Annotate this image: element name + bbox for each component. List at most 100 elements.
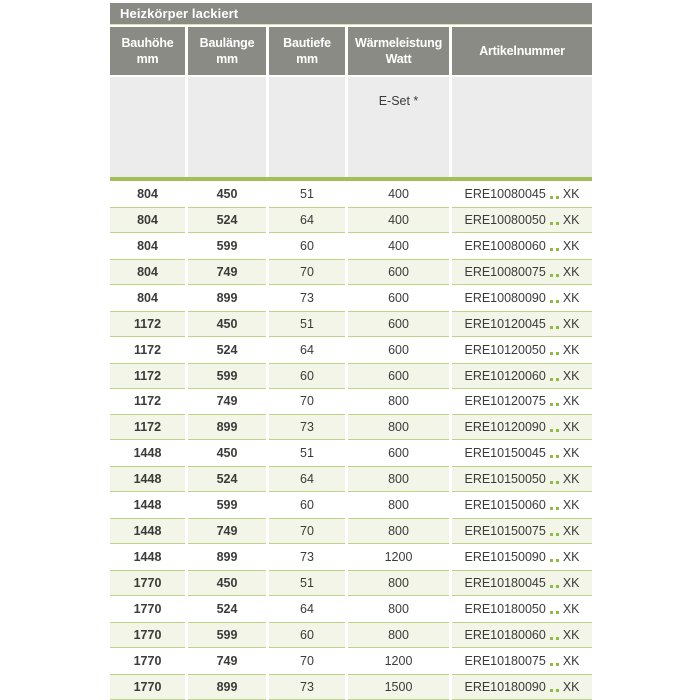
column-header-bautiefe: Bautiefe mm bbox=[269, 27, 345, 75]
cell-baulaenge: 899 bbox=[188, 414, 266, 441]
column-header-watt: Wärmeleistung Watt bbox=[348, 27, 449, 75]
column-label: Bauhöhe bbox=[121, 35, 174, 50]
artikel-prefix: ERE10080050 bbox=[464, 212, 546, 227]
placeholder-dot-icon bbox=[549, 481, 553, 485]
artikel-suffix: XK bbox=[562, 316, 580, 331]
cell-watt: 600 bbox=[348, 284, 449, 311]
artikel-prefix: ERE10120045 bbox=[464, 316, 546, 331]
artikel-prefix: ERE10080075 bbox=[464, 264, 546, 279]
cell-artikelnummer: ERE10080045 XK bbox=[452, 181, 592, 207]
artikel-suffix: XK bbox=[562, 368, 580, 383]
table-row: 1448 899 73 1200 ERE10150090 XK bbox=[110, 544, 592, 571]
cell-baulaenge: 599 bbox=[188, 492, 266, 519]
cell-bautiefe: 64 bbox=[269, 206, 345, 233]
artikel-prefix: ERE10180045 bbox=[464, 576, 546, 591]
cell-bautiefe: 64 bbox=[269, 336, 345, 363]
artikel-prefix: ERE10080045 bbox=[464, 186, 546, 201]
placeholder-dot-icon bbox=[555, 636, 559, 640]
cell-watt: 600 bbox=[348, 362, 449, 389]
placeholder-dot-icon bbox=[555, 247, 559, 251]
cell-bauhoehe: 1770 bbox=[110, 596, 185, 622]
cell-watt: 800 bbox=[348, 388, 449, 415]
cell-baulaenge: 599 bbox=[188, 362, 266, 389]
cell-watt: 600 bbox=[348, 440, 449, 467]
cell-baulaenge: 524 bbox=[188, 206, 266, 233]
cell-artikelnummer: ERE10180060 XK bbox=[452, 621, 592, 648]
artikel-placeholder-dots bbox=[549, 187, 559, 201]
cell-bautiefe: 64 bbox=[269, 596, 345, 622]
artikel-placeholder-dots bbox=[549, 446, 559, 460]
table-row: 1770 749 70 1200 ERE10180075 XK bbox=[110, 647, 592, 674]
title-separator bbox=[110, 24, 592, 27]
artikel-suffix: XK bbox=[562, 290, 580, 305]
cell-baulaenge: 899 bbox=[188, 284, 266, 311]
cell-bautiefe: 51 bbox=[269, 310, 345, 337]
cell-watt: 800 bbox=[348, 466, 449, 493]
artikel-placeholder-dots bbox=[549, 317, 559, 331]
artikel-suffix: XK bbox=[562, 394, 580, 409]
cell-watt: 800 bbox=[348, 570, 449, 596]
table-row: 1172 524 64 600 ERE10120050 XK bbox=[110, 336, 592, 363]
artikel-placeholder-dots bbox=[549, 680, 559, 694]
artikel-placeholder-dots bbox=[549, 265, 559, 279]
placeholder-dot-icon bbox=[555, 481, 559, 485]
cell-watt: 600 bbox=[348, 258, 449, 285]
subheader-row: E-Set * bbox=[110, 77, 592, 177]
placeholder-dot-icon bbox=[555, 221, 559, 225]
cell-watt: 800 bbox=[348, 621, 449, 648]
placeholder-dot-icon bbox=[555, 377, 559, 381]
subheader-cell-baulaenge bbox=[188, 77, 266, 177]
cell-baulaenge: 450 bbox=[188, 181, 266, 207]
cell-bautiefe: 73 bbox=[269, 544, 345, 571]
header-gap bbox=[110, 75, 592, 77]
cell-watt: 1200 bbox=[348, 544, 449, 571]
cell-baulaenge: 599 bbox=[188, 232, 266, 259]
placeholder-dot-icon bbox=[555, 325, 559, 329]
cell-baulaenge: 599 bbox=[188, 621, 266, 648]
cell-artikelnummer: ERE10150060 XK bbox=[452, 492, 592, 519]
placeholder-dot-icon bbox=[549, 377, 553, 381]
table-row: 804 749 70 600 ERE10080075 XK bbox=[110, 258, 592, 285]
placeholder-dot-icon bbox=[555, 195, 559, 199]
artikel-prefix: ERE10150045 bbox=[464, 446, 546, 461]
table-row: 1770 899 73 1500 ERE10180090 XK bbox=[110, 673, 592, 700]
cell-bauhoehe: 1448 bbox=[110, 518, 185, 545]
placeholder-dot-icon bbox=[555, 533, 559, 537]
artikel-suffix: XK bbox=[562, 550, 580, 565]
placeholder-dot-icon bbox=[549, 403, 553, 407]
column-unit: mm bbox=[136, 52, 159, 66]
cell-watt: 400 bbox=[348, 181, 449, 207]
cell-artikelnummer: ERE10150045 XK bbox=[452, 440, 592, 467]
cell-bauhoehe: 804 bbox=[110, 232, 185, 259]
artikel-prefix: ERE10150090 bbox=[464, 550, 546, 565]
artikel-prefix: ERE10180090 bbox=[464, 679, 546, 694]
artikel-placeholder-dots bbox=[549, 550, 559, 564]
cell-baulaenge: 749 bbox=[188, 518, 266, 545]
artikel-prefix: ERE10080060 bbox=[464, 238, 546, 253]
artikel-placeholder-dots bbox=[549, 602, 559, 616]
placeholder-dot-icon bbox=[555, 429, 559, 433]
cell-bauhoehe: 1172 bbox=[110, 388, 185, 415]
cell-bautiefe: 64 bbox=[269, 466, 345, 493]
cell-baulaenge: 749 bbox=[188, 258, 266, 285]
artikel-placeholder-dots bbox=[549, 239, 559, 253]
cell-baulaenge: 899 bbox=[188, 673, 266, 700]
artikel-prefix: ERE10180050 bbox=[464, 601, 546, 616]
cell-bauhoehe: 1448 bbox=[110, 440, 185, 467]
artikel-placeholder-dots bbox=[549, 524, 559, 538]
subheader-cell-bautiefe bbox=[269, 77, 345, 177]
artikel-placeholder-dots bbox=[549, 291, 559, 305]
cell-artikelnummer: ERE10150075 XK bbox=[452, 518, 592, 545]
cell-baulaenge: 450 bbox=[188, 570, 266, 596]
column-label: Baulänge bbox=[199, 35, 255, 50]
table-row: 804 599 60 400 ERE10080060 XK bbox=[110, 232, 592, 259]
column-label: Wärmeleistung bbox=[355, 35, 442, 50]
placeholder-dot-icon bbox=[555, 351, 559, 355]
artikel-placeholder-dots bbox=[549, 654, 559, 668]
cell-watt: 600 bbox=[348, 336, 449, 363]
cell-baulaenge: 524 bbox=[188, 336, 266, 363]
artikel-suffix: XK bbox=[562, 420, 580, 435]
artikel-suffix: XK bbox=[562, 601, 580, 616]
artikel-placeholder-dots bbox=[549, 343, 559, 357]
cell-watt: 400 bbox=[348, 206, 449, 233]
